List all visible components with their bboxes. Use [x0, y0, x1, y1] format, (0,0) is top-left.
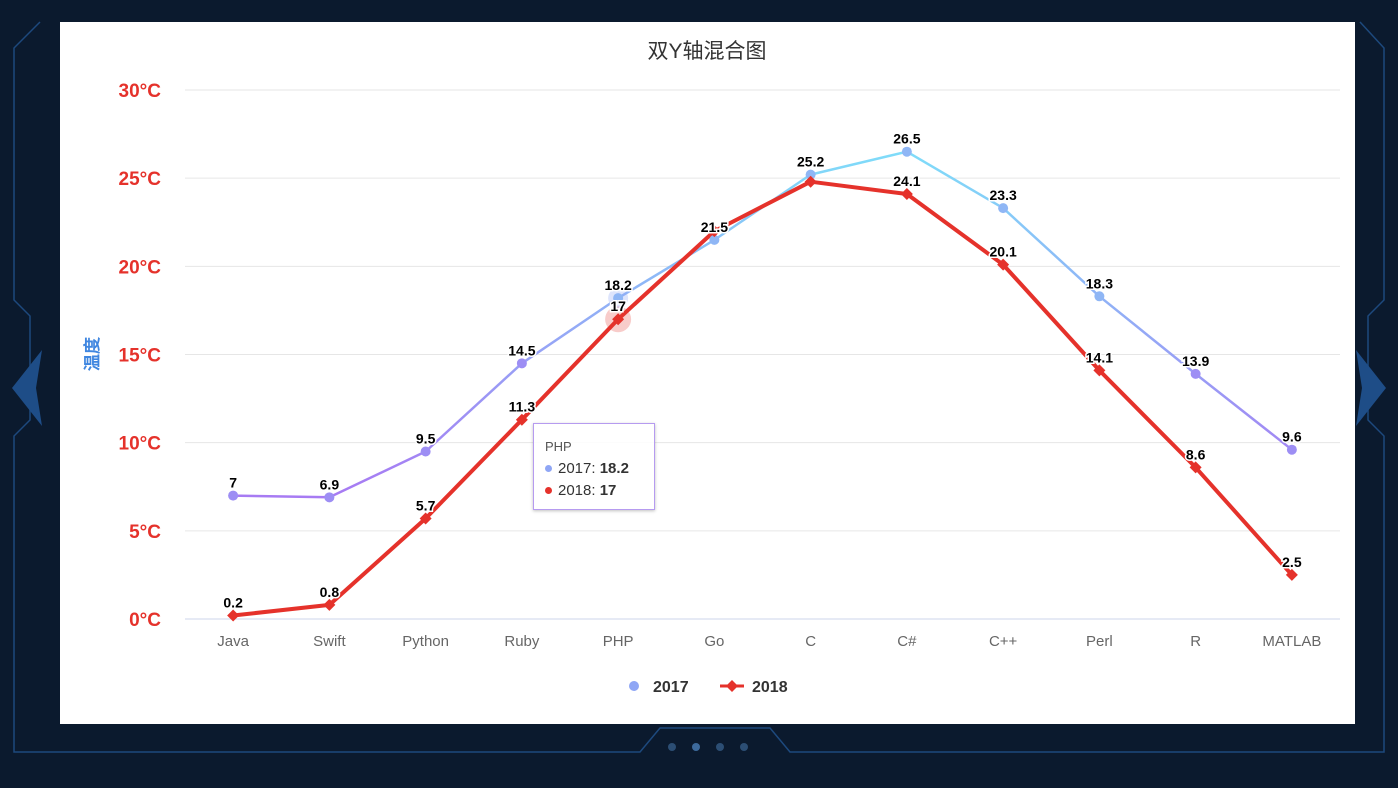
- page-indicator: [668, 738, 764, 756]
- data-point-2018[interactable]: [1093, 364, 1106, 377]
- x-tick-label: Java: [217, 633, 249, 650]
- tooltip-dot-2017: [545, 464, 552, 472]
- data-label-2017: 13.9: [1182, 353, 1209, 369]
- y-tick-label: 15°C: [119, 346, 162, 367]
- data-label-2017: 6.9: [320, 476, 340, 492]
- y-tick-label: 30°C: [119, 81, 162, 102]
- data-label-2017: 26.5: [893, 131, 920, 147]
- data-point-2017[interactable]: [613, 293, 624, 304]
- data-label-2018: 24.1: [893, 173, 920, 189]
- page-dot[interactable]: [716, 743, 724, 751]
- data-point-2017[interactable]: [901, 146, 912, 157]
- data-label-2018: 11.3: [509, 399, 536, 415]
- x-tick-label: Ruby: [504, 633, 540, 650]
- chart-title: 双Y轴混合图: [647, 40, 766, 63]
- data-label-2017: 25.2: [797, 154, 824, 170]
- tooltip-series: 2018: [558, 482, 592, 499]
- data-point-2017[interactable]: [805, 169, 816, 180]
- chart-panel: 双Y轴混合图 温度 0°C 5°C 10°C 15°C 20°C 25°C 30°C Jav…: [60, 22, 1355, 724]
- data-label-2018: 0.8: [320, 584, 340, 600]
- data-point-2018[interactable]: [515, 413, 528, 426]
- legend: 2017 2018: [629, 679, 788, 696]
- data-point-2018[interactable]: [708, 225, 721, 238]
- data-label-2018: 8.6: [1186, 446, 1206, 462]
- line-chart: 双Y轴混合图 温度 0°C 5°C 10°C 15°C 20°C 25°C 30°C Jav…: [82, 40, 1340, 696]
- data-point-2018[interactable]: [323, 598, 336, 611]
- x-tick-label: Perl: [1086, 633, 1113, 650]
- data-point-2018[interactable]: [900, 188, 913, 201]
- data-point-2017[interactable]: [228, 490, 239, 501]
- data-label-2017: 18.3: [1086, 275, 1113, 291]
- y-tick-label: 20°C: [119, 257, 162, 278]
- data-label-2018: 0.2: [223, 594, 243, 610]
- tooltip-value: 17: [599, 482, 617, 499]
- data-point-2018[interactable]: [612, 313, 625, 326]
- data-label-2018: 2.5: [1282, 554, 1302, 570]
- legend-marker-2018[interactable]: [726, 680, 738, 692]
- data-point-2017[interactable]: [516, 358, 527, 369]
- y-tick-label: 0°C: [129, 610, 161, 631]
- x-tick-label: C: [805, 633, 816, 650]
- x-tick-label: Python: [402, 633, 449, 650]
- next-arrow-icon[interactable]: [1356, 350, 1386, 426]
- data-label-2018: 5.7: [416, 497, 436, 513]
- x-tick-label: PHP: [603, 633, 634, 650]
- tooltip-series: 2017: [558, 460, 592, 477]
- data-point-2017[interactable]: [998, 203, 1009, 214]
- series-line-2018[interactable]: [232, 179, 1294, 618]
- tooltip-dot-2018: [545, 486, 552, 494]
- data-label-2018: 17: [610, 298, 626, 314]
- data-label-2017: 9.5: [416, 430, 436, 446]
- page-dot[interactable]: [740, 743, 748, 751]
- series-line-2017[interactable]: [233, 150, 1293, 499]
- data-label-2017: 18.2: [605, 277, 632, 293]
- x-tick-label: R: [1190, 633, 1201, 650]
- data-point-2017[interactable]: [324, 492, 335, 503]
- data-label-2017: 7: [229, 475, 237, 491]
- x-tick-label: Go: [704, 633, 724, 650]
- data-point-2017[interactable]: [709, 234, 720, 245]
- data-point-2018[interactable]: [419, 512, 432, 525]
- y-tick-label: 5°C: [129, 522, 161, 543]
- page-dot[interactable]: [668, 743, 676, 751]
- page-dot[interactable]: [692, 743, 700, 751]
- x-tick-label: Swift: [313, 633, 346, 650]
- y-axis-label: 温度: [82, 336, 102, 371]
- data-label-2018: 14.1: [1086, 349, 1113, 365]
- data-point-2017[interactable]: [420, 446, 431, 457]
- tooltip-category: PHP: [545, 439, 572, 454]
- data-point-2018[interactable]: [1189, 461, 1202, 474]
- y-tick-label: 10°C: [119, 434, 162, 455]
- data-point-2018[interactable]: [227, 609, 240, 622]
- x-tick-label: C++: [989, 633, 1018, 650]
- y-tick-label: 25°C: [119, 169, 162, 190]
- tooltip: PHP 2017: 18.2 2018: 17: [533, 423, 655, 510]
- data-point-2017[interactable]: [1094, 291, 1105, 302]
- x-tick-label: MATLAB: [1262, 633, 1321, 650]
- data-label-2017: 21.5: [701, 219, 728, 235]
- data-point-2018[interactable]: [1285, 568, 1298, 581]
- data-label-2018: 20.1: [990, 244, 1017, 260]
- tooltip-row-2017: 2017: 18.2: [545, 458, 654, 480]
- data-label-2017: 9.6: [1282, 429, 1302, 445]
- legend-label-2017[interactable]: 2017: [653, 679, 689, 696]
- prev-arrow-icon[interactable]: [12, 350, 42, 426]
- data-point-2018[interactable]: [997, 258, 1010, 271]
- data-label-2017: 23.3: [990, 187, 1017, 203]
- legend-label-2018[interactable]: 2018: [752, 679, 788, 696]
- tooltip-row-2018: 2018: 17: [545, 480, 654, 502]
- tooltip-value: 18.2: [599, 460, 629, 477]
- x-tick-label: C#: [897, 633, 917, 650]
- data-point-2017[interactable]: [1190, 368, 1201, 379]
- data-label-2017: 14.5: [508, 342, 535, 358]
- data-point-2018[interactable]: [804, 175, 817, 188]
- data-point-2017[interactable]: [1286, 444, 1297, 455]
- legend-marker-2017[interactable]: [629, 681, 639, 691]
